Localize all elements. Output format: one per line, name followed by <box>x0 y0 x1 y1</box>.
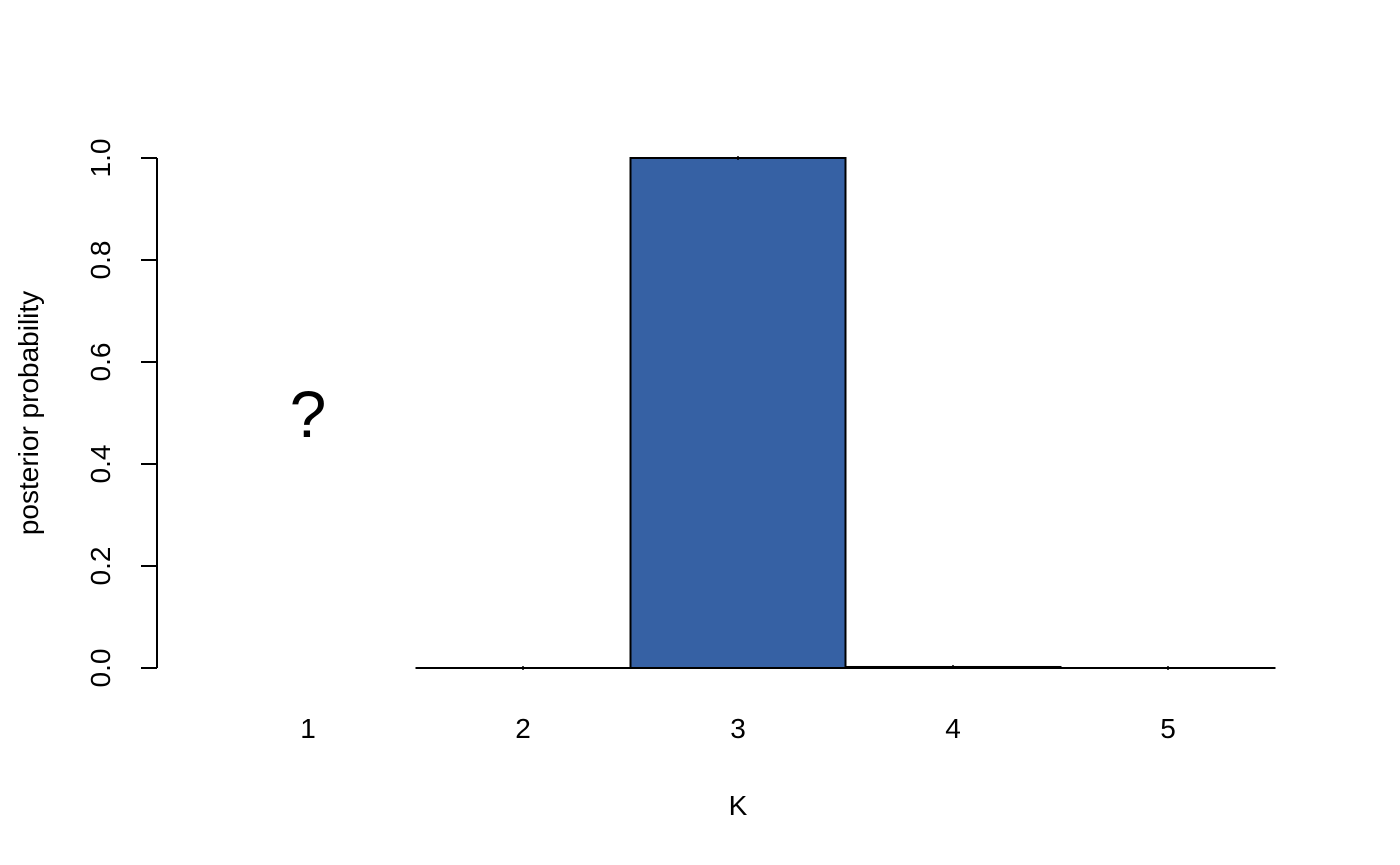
bar-k-3 <box>629 157 847 669</box>
y-tick-label: 0.6 <box>85 343 116 382</box>
bars-group: ? <box>290 156 1276 670</box>
x-tick-labels: 1 2 3 4 5 <box>300 713 1176 744</box>
y-tick-label: 0.2 <box>85 547 116 586</box>
y-tick-label: 1.0 <box>85 139 116 178</box>
y-tick-label: 0.4 <box>85 445 116 484</box>
x-tick-label: 4 <box>945 713 961 744</box>
y-axis-title: posterior probability <box>13 291 44 535</box>
x-tick-label: 5 <box>1160 713 1176 744</box>
y-axis: 0.0 0.2 0.4 0.6 0.8 1.0 <box>85 139 158 688</box>
y-tick-label: 0.8 <box>85 241 116 280</box>
x-tick-label: 1 <box>300 713 316 744</box>
x-tick-label: 2 <box>515 713 531 744</box>
missing-value-marker: ? <box>290 377 327 451</box>
y-tick-label: 0.0 <box>85 649 116 688</box>
x-tick-label: 3 <box>730 713 746 744</box>
x-axis-title: K <box>729 790 748 821</box>
